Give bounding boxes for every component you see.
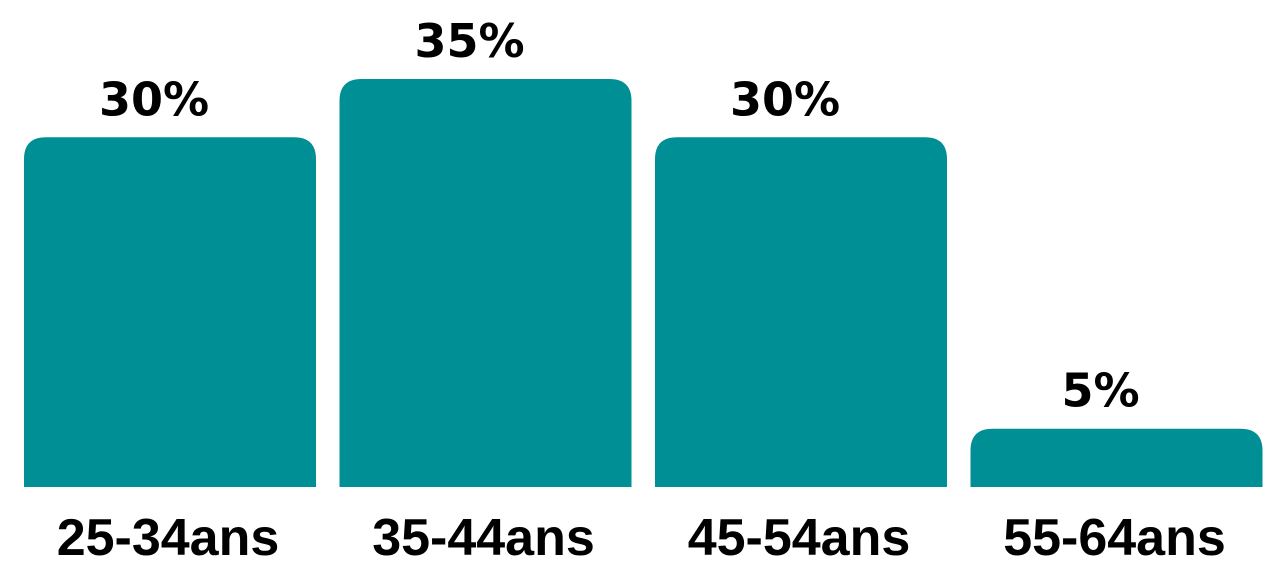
bar-55-64ans [970,428,1263,487]
value-labels-group: 30% 35% 30% 5% [99,14,1140,418]
value-label: 5% [1061,364,1139,418]
category-label: 25-34ans [57,509,280,567]
bar-35-44ans [339,79,632,487]
value-label: 30% [99,72,209,126]
category-label: 55-64ans [1003,509,1226,567]
category-labels-group: 25-34ans 35-44ans 45-54ans 55-64ans [57,509,1226,567]
value-label: 35% [414,14,524,68]
category-label: 35-44ans [372,509,595,567]
value-label: 30% [730,72,840,126]
bar-45-54ans [655,137,947,488]
category-label: 45-54ans [688,509,911,567]
bars-group [24,79,1263,488]
bar-25-34ans [24,137,316,488]
